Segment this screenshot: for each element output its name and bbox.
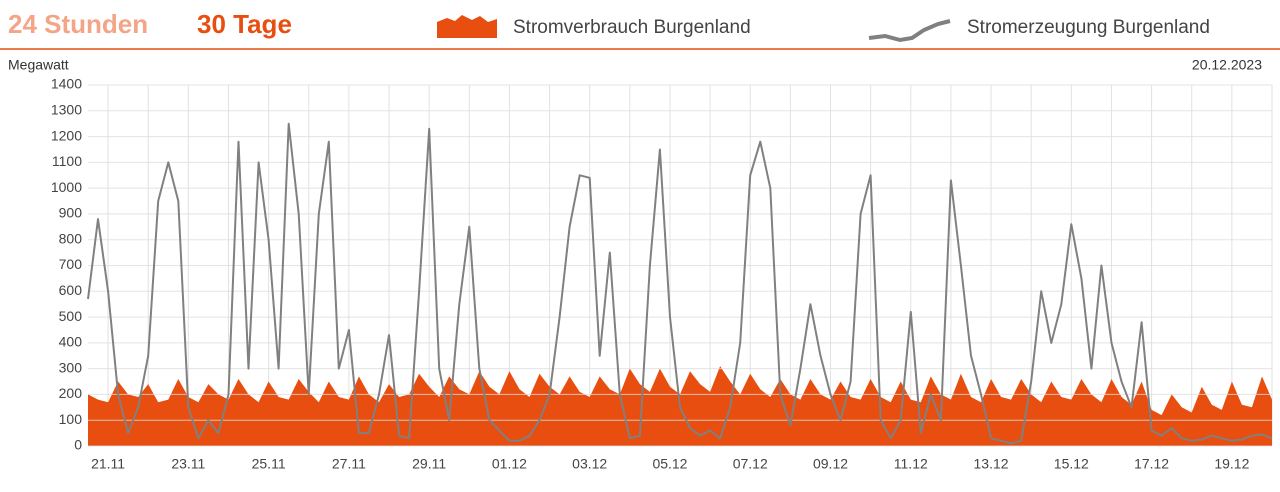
legend-label: Stromerzeugung Burgenland — [967, 17, 1210, 38]
y-tick-label: 1200 — [51, 127, 82, 143]
x-tick-label: 07.12 — [733, 456, 768, 472]
x-tick-label: 15.12 — [1054, 456, 1089, 472]
tab-24h[interactable]: 24 Stunden — [8, 9, 148, 39]
y-tick-label: 600 — [59, 282, 83, 298]
plot: 21.11 23.11 25.11 27.11 29.11 01.12 03.12 05.12… — [51, 76, 1273, 472]
y-tick-label: 1000 — [51, 179, 82, 195]
x-tick-label: 29.11 — [412, 456, 446, 472]
y-tick-label: 500 — [59, 308, 83, 324]
legend-line-icon — [868, 19, 951, 43]
x-tick-label: 03.12 — [572, 456, 607, 472]
y-tick-label: 100 — [59, 411, 83, 427]
y-tick-label: 0 — [74, 437, 82, 453]
y-tick-label: 900 — [59, 205, 83, 221]
y-tick-label: 300 — [59, 359, 83, 375]
x-tick-label: 27.11 — [332, 456, 366, 472]
y-tick-label: 1300 — [51, 101, 82, 117]
x-tick-label: 11.12 — [894, 456, 928, 472]
legend-area-icon — [437, 15, 497, 38]
y-tick-label: 1400 — [51, 76, 82, 92]
y-tick-label: 1100 — [52, 153, 82, 169]
x-tick-label: 01.12 — [492, 456, 527, 472]
y-tick-label: 800 — [59, 230, 83, 246]
y-tick-label: 400 — [59, 334, 83, 350]
date-label: 20.12.2023 — [1192, 57, 1262, 73]
x-tick-label: 19.12 — [1214, 456, 1249, 472]
x-tick-label: 17.12 — [1134, 456, 1169, 472]
legend-label: Stromverbrauch Burgenland — [513, 17, 751, 38]
x-tick-label: 05.12 — [652, 456, 687, 472]
x-tick-label: 25.11 — [252, 456, 286, 472]
x-tick-label: 21.11 — [91, 456, 125, 472]
y-axis-label: Megawatt — [8, 57, 69, 73]
x-tick-label: 23.11 — [171, 456, 205, 472]
line — [87, 122, 1273, 445]
y-tick-label: 200 — [59, 385, 83, 401]
y-tick-label: 700 — [59, 256, 83, 272]
x-tick-label: 13.12 — [974, 456, 1009, 472]
x-tick-label: 09.12 — [813, 456, 848, 472]
tab-30d[interactable]: 30 Tage — [197, 9, 292, 39]
